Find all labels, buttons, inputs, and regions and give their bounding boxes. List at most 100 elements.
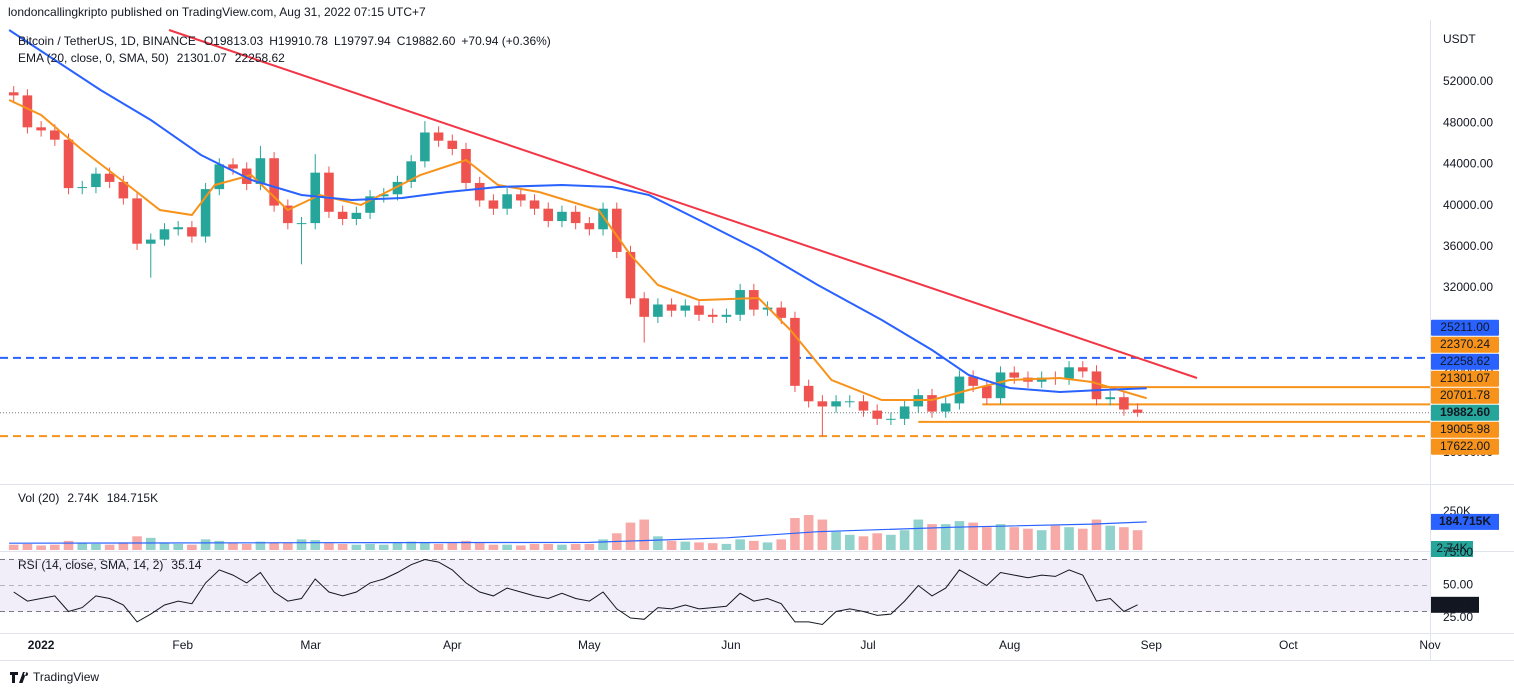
volume-bar: [940, 524, 951, 550]
legend-text: 2.74K: [67, 491, 98, 505]
publisher: londoncallingkripto published on Trading…: [8, 5, 426, 19]
candle-body: [707, 314, 718, 317]
candle-body: [927, 395, 937, 412]
candle-body: [22, 95, 33, 128]
candle-body: [1119, 397, 1129, 410]
candle-body: [474, 182, 485, 201]
candle-body: [337, 211, 348, 219]
volume-bar: [310, 540, 321, 550]
volume-bar: [269, 542, 279, 550]
volume-bar: [378, 544, 389, 550]
volume-bar: [145, 537, 156, 550]
volume-ma-line: [9, 521, 1147, 544]
candle-body: [694, 305, 704, 315]
price-tag-box: [1431, 370, 1499, 387]
legend-text: Vol (20): [18, 491, 59, 505]
volume-bar: [173, 543, 183, 550]
candle-body: [1064, 367, 1074, 379]
candle-body: [91, 173, 101, 188]
candle-body: [817, 401, 828, 407]
candle-body: [680, 305, 691, 311]
volume-bar: [1077, 528, 1088, 550]
candle-body: [653, 304, 663, 317]
volume-bar: [104, 544, 115, 550]
y-tick-label: 75.00: [1443, 545, 1473, 559]
price-tag-box: [1431, 336, 1499, 353]
candle-body: [639, 298, 649, 317]
candle-body: [735, 290, 745, 315]
candle-body: [8, 92, 19, 96]
volume-bar: [91, 543, 101, 550]
volume-bar: [488, 544, 499, 550]
volume-bar: [447, 543, 458, 550]
x-tick-label: Feb: [172, 638, 193, 652]
legend-text: 35.14: [171, 558, 201, 572]
x-tick-label: Jun: [721, 638, 740, 652]
volume-bar: [913, 519, 924, 550]
candle-body: [762, 307, 773, 310]
volume-bar: [228, 543, 238, 550]
x-tick-label: Oct: [1279, 638, 1298, 652]
volume-bar: [749, 540, 759, 550]
volume-bar: [461, 540, 471, 550]
candle-body: [1009, 372, 1020, 378]
candle-body: [516, 194, 526, 201]
y-tick-label: 50.00: [1443, 578, 1473, 592]
trend-line: [168, 29, 1198, 379]
volume-bar: [995, 524, 1006, 550]
volume-bar: [365, 543, 375, 550]
x-tick-label: Nov: [1419, 638, 1440, 652]
rsi-line: [13, 558, 1138, 626]
legend-text: H19910.78: [269, 34, 328, 48]
x-tick-label: Jul: [860, 638, 875, 652]
candle-body: [1077, 367, 1088, 372]
volume-bar: [474, 543, 485, 550]
price-tag: 22258.62: [1440, 354, 1490, 368]
candle-body: [104, 173, 115, 182]
x-tick-label: May: [578, 638, 601, 652]
volume-bar: [516, 545, 526, 550]
volume-bar: [200, 539, 211, 550]
volume-bar: [433, 543, 444, 550]
y-tick-label: 32000.00: [1443, 280, 1493, 294]
moving-average-line: [8, 29, 1147, 394]
volume-bar: [735, 539, 745, 550]
legend-text: L19797.94: [334, 34, 391, 48]
candle-body: [50, 130, 60, 140]
candle-body: [1132, 409, 1143, 413]
candle-body: [255, 158, 266, 184]
candle-body: [790, 317, 800, 386]
legend-text: RSI (14, close, SMA, 14, 2): [18, 558, 163, 572]
candle-body: [269, 158, 279, 206]
volume-tag: 2.74K: [1436, 541, 1467, 555]
volume-pane: [8, 515, 1147, 550]
candle-body: [776, 307, 787, 318]
volume-bar: [159, 543, 170, 550]
candle-body: [625, 251, 636, 299]
candle-body: [132, 198, 142, 244]
candle-body: [886, 418, 896, 420]
candle-body: [598, 208, 608, 230]
volume-bar: [570, 543, 581, 550]
candle-body: [36, 127, 46, 131]
candle-body: [502, 194, 512, 209]
legend-text: EMA (20, close, 0, SMA, 50): [18, 51, 169, 65]
candle-body: [173, 227, 183, 230]
volume-bar: [886, 534, 896, 550]
volume-bar: [296, 539, 307, 550]
price-tag: 19005.98: [1440, 422, 1490, 436]
volume-bar: [557, 544, 567, 550]
candle-body: [803, 385, 814, 402]
rsi-pane: [0, 558, 1430, 626]
candle-body: [666, 304, 677, 311]
volume-bar: [187, 544, 197, 550]
price-tag-box: [1431, 421, 1499, 438]
candle-body: [420, 132, 430, 162]
candle-body: [433, 132, 444, 141]
legend-text: 22258.62: [235, 51, 285, 65]
y-tick-label: 48000.00: [1443, 115, 1493, 129]
volume-bar: [337, 543, 348, 550]
price-tag: 21301.07: [1440, 371, 1490, 385]
volume-bar: [283, 543, 293, 550]
footer-logo: [10, 672, 29, 683]
